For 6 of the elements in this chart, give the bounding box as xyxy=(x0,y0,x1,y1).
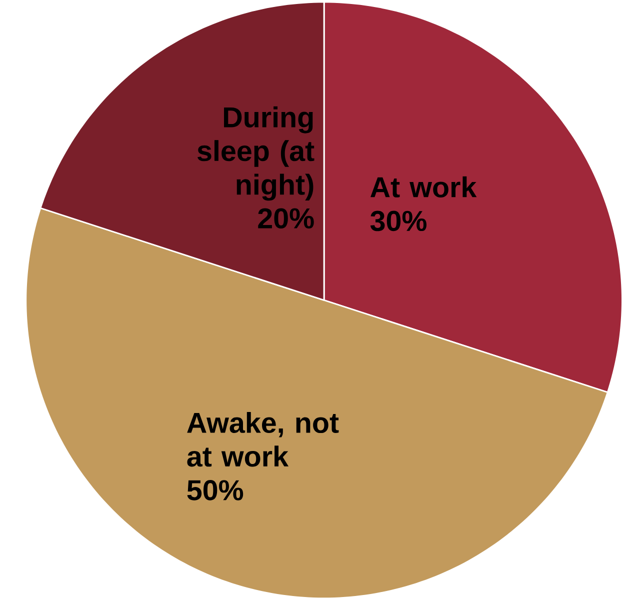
data-label: 20% xyxy=(258,208,314,228)
data-label: 30% xyxy=(370,210,426,231)
slice-label: During sleep (at night) xyxy=(198,106,314,200)
data-label: 50% xyxy=(187,480,244,500)
slice-label: Awake, not at work xyxy=(187,412,339,467)
slice-label: At work xyxy=(370,176,477,198)
